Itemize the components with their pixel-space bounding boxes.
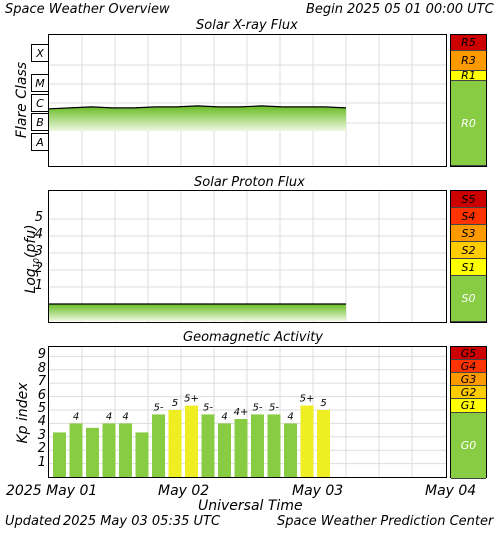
kp-bar [317,410,330,477]
x-tick-label: May 03 [292,483,344,499]
kp-tick-label: 5 [37,401,46,416]
xray-title: Solar X-ray Flux [196,18,298,33]
updated-value: 2025 May 03 05:35 UTC [63,514,221,529]
proton-tick-label: 5 [34,210,43,225]
xray-flux-line [49,105,347,110]
xray-chart-svg [49,35,446,166]
kp-bar-label: 5 [172,398,178,409]
solar-radiation-scale: S5 S4 S3 S2 S1 S0 [450,190,487,323]
kp-tick-label: 6 [37,387,46,403]
scale-level-s3: S3 [451,225,486,242]
scale-level-r1: R1 [451,69,486,82]
x-tick-label: May 02 [158,483,210,499]
kp-tick-label: 9 [37,347,46,363]
proton-title: Solar Proton Flux [194,175,305,190]
kp-bar [234,419,248,477]
kp-bar [185,405,198,477]
scale-level-g0: G0 [451,413,486,479]
kp-bar-label: 4 [287,411,293,422]
kp-tick-label: 3 [37,427,46,443]
flare-class-b: B [31,113,49,131]
kp-chart-svg: 4 4 45- 5 5+5-4 4+ 5- 5-45+ 5 [49,347,446,477]
kp-bar [53,432,66,477]
kp-bar [119,423,132,477]
scale-level-g5: G5 [451,347,486,360]
kp-bar [201,414,215,477]
kp-bar-label: 5- [203,402,213,413]
kp-bar-label: 4 [221,411,227,422]
scale-level-s4: S4 [451,208,486,225]
proton-tick-label: 4 [34,227,43,242]
kp-tick-label: 8 [37,360,46,376]
flare-class-x: X [31,44,49,62]
scale-level-r0: R0 [451,81,486,166]
proton-tick-label: 3 [34,244,43,259]
scale-level-s0: S0 [451,276,486,322]
updated-label: Updated [5,514,61,529]
xray-flux-fill [49,105,346,131]
scale-level-g1: G1 [451,399,486,413]
radio-blackout-scale: R5 R3 R1 R0 [450,34,487,167]
flare-class-m: M [31,74,49,92]
begin-label: Begin [306,2,344,17]
flare-class-a: A [31,133,49,151]
kp-bar-label: 5+ [184,394,199,405]
kp-bar [135,432,149,477]
kp-bar [267,414,281,477]
kp-bar-label: 4 [106,411,112,422]
scale-level-s1: S1 [451,259,486,276]
proton-chart-svg [49,191,446,322]
app-title: Space Weather Overview [5,2,170,17]
kp-tick-label: 7 [37,374,46,390]
kp-bar [218,423,231,477]
proton-tick-label: 2 [34,261,43,276]
proton-plot-area [48,190,447,323]
kp-bar-label: 5- [253,402,263,413]
kp-bar-label: 4 [73,411,79,422]
flare-class-c: C [31,94,49,112]
x-tick-label: 2025 May 01 [6,483,98,499]
x-axis-title: Universal Time [198,498,303,514]
kp-bar-label: 5+ [300,394,315,405]
kp-bar [69,423,83,477]
kp-bar [168,410,182,477]
kp-bar-label: 5- [269,402,279,413]
kp-bar [300,405,314,477]
kp-bar-label: 5 [320,398,326,409]
kp-bar [86,427,99,477]
scale-level-r3: R3 [451,51,486,71]
geomagnetic-storm-scale: G5 G4 G3 G2 G1 G0 [450,346,487,479]
geomag-plot-area: 4 4 4 5- 5 5+ 5- 4 4+ 5- 5- 4 5+ 5 [48,346,447,478]
proton-flux-fill [49,304,346,321]
kp-bar-label: 4 [122,411,128,422]
kp-tick-label: 2 [37,441,46,457]
scale-level-s5: S5 [451,191,486,208]
scale-level-s2: S2 [451,242,486,259]
scale-level-g2: G2 [451,386,486,399]
kp-tick-label: 4 [37,414,46,430]
kp-bar-label: 4+ [234,407,249,418]
proton-tick-label: 1 [34,278,43,293]
scale-level-r5: R5 [451,35,486,51]
kp-bar [102,423,116,477]
kp-bar [284,423,297,477]
kp-tick-label: 1 [37,454,46,470]
kp-bar [251,414,264,477]
begin-date: 2025 05 01 00:00 UTC [347,2,494,17]
geomag-title: Geomagnetic Activity [183,330,323,345]
prediction-center: Space Weather Prediction Center [277,514,494,529]
xray-ylabel: Flare Class [14,61,30,139]
xray-plot-area [48,34,447,167]
x-tick-label: May 04 [425,483,477,499]
scale-level-g4: G4 [451,360,486,373]
kp-bar [152,414,165,477]
kp-bar-label: 5- [154,402,164,413]
scale-level-g3: G3 [451,373,486,386]
